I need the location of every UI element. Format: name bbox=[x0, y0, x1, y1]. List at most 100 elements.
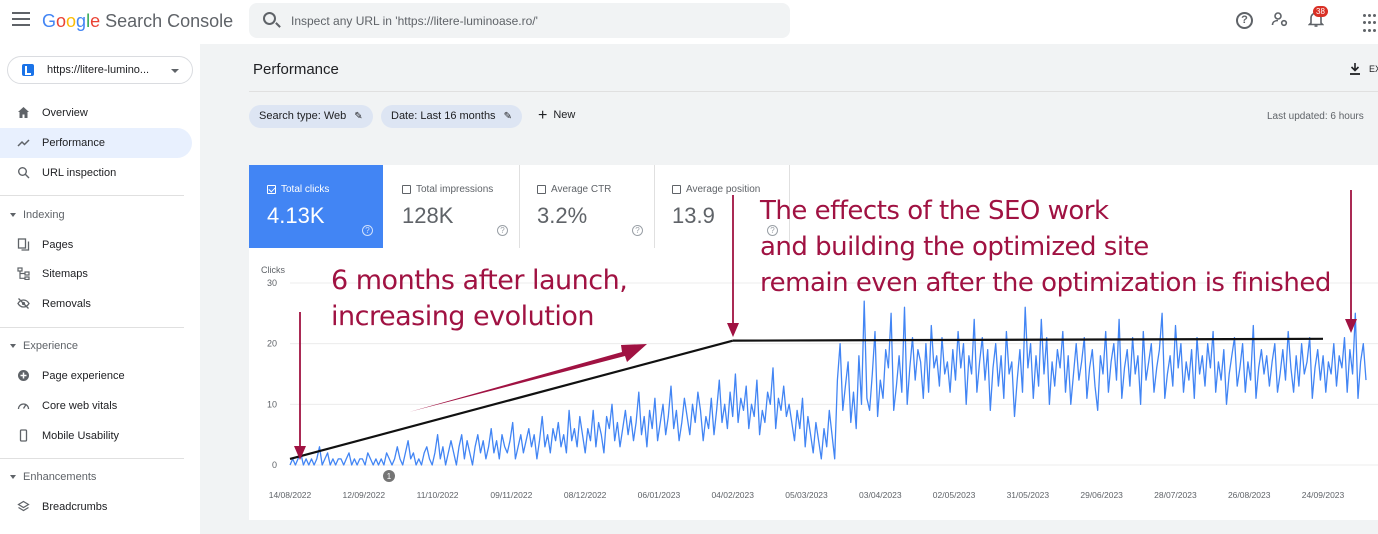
expand-icon bbox=[10, 475, 16, 480]
help-icon[interactable]: ? bbox=[497, 225, 508, 236]
search-icon bbox=[263, 12, 276, 25]
sidebar-item-label: Sitemaps bbox=[42, 268, 88, 280]
sidebar-item-mobile-usability[interactable]: Mobile Usability bbox=[0, 421, 192, 451]
property-url: https://litere-lumino... bbox=[47, 64, 150, 76]
x-tick-label: 11/10/2022 bbox=[417, 490, 459, 500]
metric-value: 128K bbox=[402, 203, 454, 228]
header-divider bbox=[249, 91, 1378, 92]
speed-icon bbox=[16, 399, 30, 413]
help-icon[interactable]: ? bbox=[1236, 12, 1253, 29]
sidebar-item-label: URL inspection bbox=[42, 167, 117, 179]
help-icon[interactable]: ? bbox=[362, 225, 373, 236]
notification-badge: 38 bbox=[1313, 6, 1328, 17]
logo-letter: G bbox=[42, 11, 57, 31]
section-experience[interactable]: Experience bbox=[10, 340, 78, 352]
section-label: Experience bbox=[23, 340, 79, 352]
metric-total-impressions[interactable]: Total impressions 128K ? bbox=[384, 165, 518, 248]
arrow-launch-head bbox=[294, 446, 306, 460]
metric-average-ctr[interactable]: Average CTR 3.2% ? bbox=[519, 165, 653, 248]
x-tick-label: 08/12/2022 bbox=[564, 490, 607, 500]
trend-line bbox=[732, 337, 1324, 342]
checkbox[interactable] bbox=[537, 185, 546, 194]
logo-letter: e bbox=[90, 11, 101, 31]
sidebar-item-page-experience[interactable]: Page experience bbox=[0, 361, 192, 391]
sidebar-item-performance[interactable]: Performance bbox=[0, 128, 192, 158]
metric-label: Average position bbox=[686, 184, 761, 195]
metric-total-clicks[interactable]: Total clicks 4.13K ? bbox=[249, 165, 383, 248]
sidebar-item-sitemaps[interactable]: Sitemaps bbox=[0, 259, 192, 289]
logo-letter: o bbox=[56, 11, 67, 31]
performance-card: Total clicks 4.13K ? Total impressions 1… bbox=[249, 165, 1378, 520]
logo-letter: l bbox=[86, 11, 91, 31]
sidebar-item-core-web-vitals[interactable]: Core web vitals bbox=[0, 391, 192, 421]
logo-letter: o bbox=[66, 11, 77, 31]
apps-grid-icon[interactable] bbox=[1363, 14, 1377, 34]
trending-up-icon bbox=[16, 136, 30, 150]
sidebar-item-pages[interactable]: Pages bbox=[0, 230, 192, 260]
sidebar-divider bbox=[0, 327, 184, 328]
section-enhancements[interactable]: Enhancements bbox=[10, 471, 96, 483]
sidebar-item-url-inspection[interactable]: URL inspection bbox=[0, 158, 192, 188]
sidebar-item-removals[interactable]: Removals bbox=[0, 289, 192, 319]
x-tick-label: 06/01/2023 bbox=[638, 490, 681, 500]
sidebar-item-label: Pages bbox=[42, 239, 74, 251]
metric-label: Total impressions bbox=[416, 184, 494, 195]
x-tick-label: 03/04/2023 bbox=[859, 490, 902, 500]
search-input[interactable] bbox=[291, 11, 771, 31]
checkbox[interactable] bbox=[267, 185, 276, 194]
metric-value: 4.13K bbox=[267, 203, 325, 228]
page-title: Performance bbox=[253, 61, 339, 78]
search-icon bbox=[16, 166, 30, 180]
annotation-line: 6 months after launch, bbox=[331, 265, 628, 296]
x-tick-label: 29/06/2023 bbox=[1080, 490, 1123, 500]
y-tick-label: 20 bbox=[267, 339, 277, 349]
search-console-logo[interactable]: Google Search Console bbox=[42, 11, 233, 32]
section-indexing[interactable]: Indexing bbox=[10, 209, 65, 221]
url-inspection-search[interactable] bbox=[249, 3, 790, 38]
sidebar-item-label: Mobile Usability bbox=[42, 430, 120, 442]
help-icon[interactable]: ? bbox=[632, 225, 643, 236]
last-updated: Last updated: 6 hours bbox=[1267, 111, 1364, 122]
product-name: Search Console bbox=[105, 11, 234, 31]
metric-average-position[interactable]: Average position 13.9 ? bbox=[654, 165, 788, 248]
checkbox[interactable] bbox=[672, 185, 681, 194]
section-label: Indexing bbox=[23, 209, 65, 221]
annotation-line: remain even after the optimization is fi… bbox=[760, 268, 1331, 298]
metric-divider bbox=[789, 165, 790, 248]
filter-date[interactable]: Date: Last 16 months ✎ bbox=[381, 105, 522, 128]
chevron-down-icon bbox=[171, 69, 179, 73]
metric-value: 3.2% bbox=[537, 203, 588, 228]
expand-icon bbox=[10, 344, 16, 349]
removals-icon bbox=[16, 297, 30, 311]
x-tick-label: 31/05/2023 bbox=[1007, 490, 1050, 500]
manage-users-icon[interactable] bbox=[1270, 10, 1290, 30]
mobile-icon bbox=[16, 429, 30, 443]
checkbox[interactable] bbox=[402, 185, 411, 194]
edit-icon: ✎ bbox=[354, 111, 363, 122]
sidebar-item-label: Core web vitals bbox=[42, 400, 118, 412]
metric-divider bbox=[654, 165, 655, 248]
filter-search-type[interactable]: Search type: Web ✎ bbox=[249, 105, 373, 128]
menu-icon[interactable] bbox=[12, 12, 30, 26]
sidebar-divider bbox=[0, 195, 184, 196]
annotation-line: The effects of the SEO work bbox=[760, 196, 1109, 226]
sidebar-item-overview[interactable]: Overview bbox=[0, 98, 192, 128]
metric-label: Total clicks bbox=[281, 184, 330, 195]
y-axis-label: Clicks bbox=[261, 265, 285, 275]
new-filter-button[interactable]: + New bbox=[538, 107, 575, 125]
download-icon[interactable] bbox=[1349, 62, 1361, 78]
help-icon[interactable]: ? bbox=[767, 225, 778, 236]
x-tick-label: 24/09/2023 bbox=[1302, 490, 1345, 500]
sidebar-item-label: Removals bbox=[42, 298, 91, 310]
sidebar-item-label: Page experience bbox=[42, 370, 125, 382]
x-tick-label: 12/09/2022 bbox=[343, 490, 386, 500]
arrow-peak-head bbox=[727, 323, 739, 337]
property-icon bbox=[22, 64, 34, 76]
y-tick-label: 10 bbox=[267, 399, 277, 409]
export-button[interactable]: EX bbox=[1369, 64, 1378, 74]
property-selector[interactable]: https://litere-lumino... bbox=[7, 56, 193, 84]
sidebar-item-label: Breadcrumbs bbox=[42, 501, 108, 513]
pages-icon bbox=[16, 238, 30, 252]
sidebar-item-breadcrumbs[interactable]: Breadcrumbs bbox=[0, 492, 192, 522]
